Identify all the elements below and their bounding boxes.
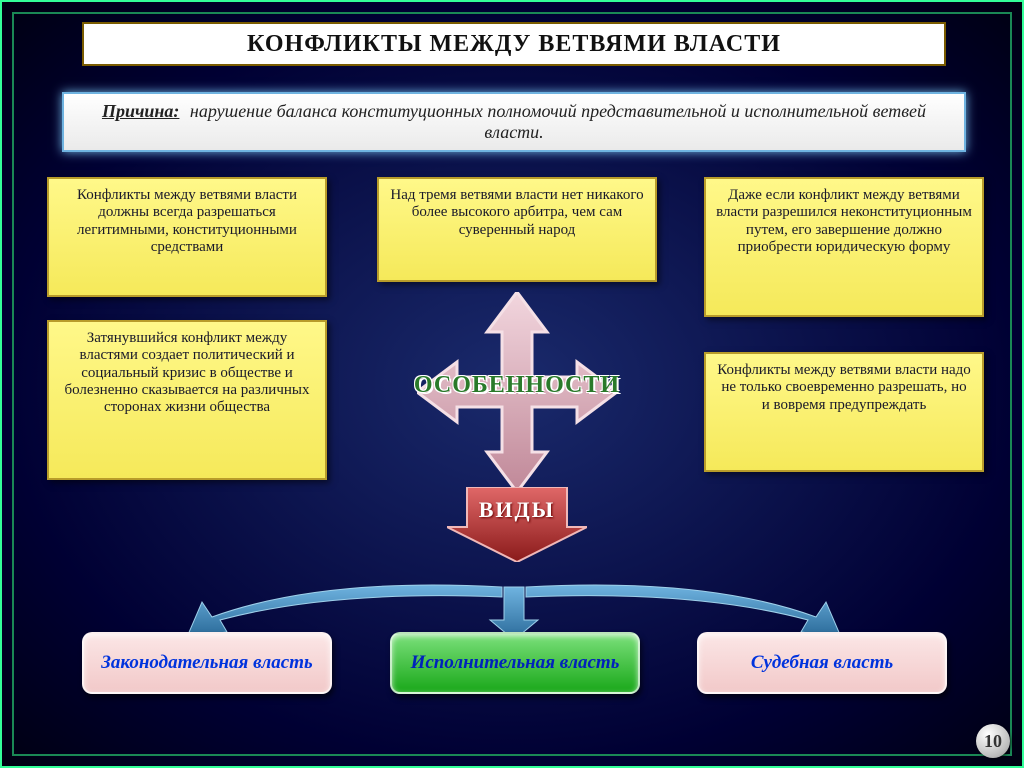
branch-label: Исполнительная власть [411,652,620,674]
card-text: Даже если конфликт между ветвями власти … [716,187,972,255]
card-top-right: Даже если конфликт между ветвями власти … [704,177,984,317]
reason-lead: Причина: [102,101,179,121]
card-text: Над тремя ветвями власти нет никакого бо… [390,187,643,238]
branch-label: Судебная власть [751,652,893,674]
branch-legislative: Законодательная власть [82,632,332,694]
branch-label: Законодательная власть [101,652,312,674]
connector-arrows-icon [132,582,896,612]
title-text: КОНФЛИКТЫ МЕЖДУ ВЕТВЯМИ ВЛАСТИ [247,31,781,58]
slide-number-text: 10 [984,731,1002,752]
branch-judicial: Судебная власть [697,632,947,694]
card-top-left: Конфликты между ветвями власти должны вс… [47,177,327,297]
card-text: Затянувшийся конфликт между властями соз… [65,330,310,415]
card-text: Конфликты между ветвями власти надо не т… [717,362,971,413]
card-bottom-left: Затянувшийся конфликт между властями соз… [47,320,327,480]
card-top-center: Над тремя ветвями власти нет никакого бо… [377,177,657,282]
types-label: ВИДЫ [447,497,587,523]
card-bottom-right: Конфликты между ветвями власти надо не т… [704,352,984,472]
reason-box: Причина: нарушение баланса конституционн… [62,92,966,152]
card-text: Конфликты между ветвями власти должны вс… [77,187,297,255]
slide-number-badge: 10 [976,724,1010,758]
reason-text: нарушение баланса конституционных полном… [190,101,926,142]
page-title: КОНФЛИКТЫ МЕЖДУ ВЕТВЯМИ ВЛАСТИ [82,22,946,66]
features-label: ОСОБЕННОСТИ [397,372,637,399]
branch-executive: Исполнительная власть [390,632,640,694]
